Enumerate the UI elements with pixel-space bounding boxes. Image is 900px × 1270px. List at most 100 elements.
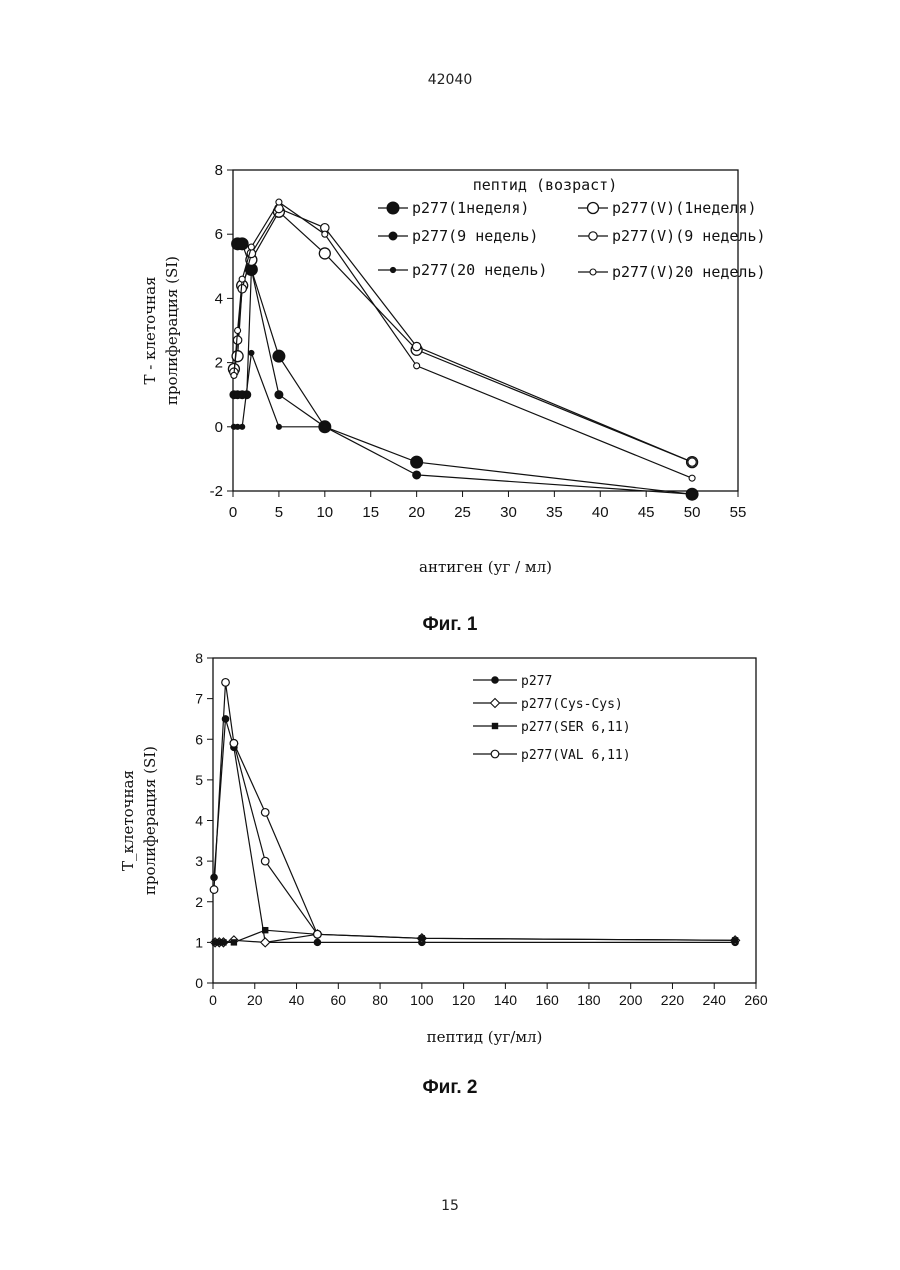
x-tick-label: 200 [619,992,643,1008]
figure-2-caption: Фиг. 2 [0,1077,900,1099]
chart-2: 0204060801001201401601802002202402600123… [0,640,900,1060]
x-tick-label: 50 [684,504,701,521]
data-point [240,424,245,429]
legend-label: p277(V)20 недель) [612,263,766,281]
data-point [230,740,238,748]
data-point [276,199,282,205]
data-point [222,679,230,687]
page-number: 15 [0,1198,900,1214]
x-axis-label: антиген (уг / мл) [419,558,552,576]
legend-marker [492,723,498,729]
data-point [414,363,420,369]
document-number: 42040 [0,72,900,88]
data-point [239,276,245,282]
y-tick-label: 4 [195,813,203,829]
x-tick-label: 40 [592,504,609,521]
data-point [232,351,243,362]
legend-marker [491,699,500,708]
y-tick-label: 7 [195,691,203,707]
legend-title: пептид (возраст) [473,176,618,194]
legend-label: p277(V)(9 недель) [612,227,766,245]
data-point [314,930,322,938]
data-point [275,391,283,399]
data-point [261,857,269,865]
series-line [215,930,735,942]
legend-marker [390,267,395,272]
y-tick-label: 4 [215,290,223,307]
data-point [314,939,321,946]
series-p277-group [211,716,739,946]
x-tick-label: 20 [408,504,425,521]
y-tick-label: 5 [195,772,203,788]
y-tick-label: 2 [215,355,223,372]
x-tick-label: 220 [661,992,685,1008]
data-point [732,937,738,943]
data-point [210,886,218,894]
x-tick-label: 240 [703,992,727,1008]
data-point [220,939,226,945]
legend-label: p277(V)(1неделя) [612,199,757,217]
data-point [688,490,696,498]
y-tick-label: 3 [195,853,203,869]
x-tick-label: 35 [546,504,563,521]
series-p277-9--group [230,266,696,499]
x-tick-label: 45 [638,504,655,521]
x-tick-label: 0 [229,504,237,521]
legend-marker [588,203,599,214]
y-axis-label-line: пролиферация (SI) [163,256,181,405]
x-tick-label: 120 [452,992,476,1008]
legend-marker [389,232,397,240]
legend-label: p277(VAL 6,11) [521,748,631,763]
x-tick-label: 15 [362,504,379,521]
x-tick-label: 160 [535,992,559,1008]
y-axis-label-line: Т_клеточная [119,770,137,871]
data-point [231,939,237,945]
y-axis-label-line: пролиферация (SI) [141,746,159,895]
y-tick-label: 8 [195,650,203,666]
series-line [214,719,735,943]
y-tick-label: 8 [215,162,223,179]
y-tick-label: 1 [195,934,203,950]
data-point [235,328,241,334]
legend-marker [492,677,499,684]
x-tick-label: 100 [410,992,434,1008]
x-tick-label: 180 [577,992,601,1008]
x-tick-label: 140 [494,992,518,1008]
data-point [689,475,695,481]
y-tick-label: 0 [195,975,203,991]
legend-marker [589,232,597,240]
series-line [234,209,692,463]
data-point [276,424,281,429]
series-line [234,212,692,462]
data-point [322,424,327,429]
data-point [249,350,254,355]
data-point [231,372,237,378]
legend-label: p277(1неделя) [412,199,529,217]
plot-frame [233,170,738,491]
legend-label: p277(9 недель) [412,227,538,245]
data-point [688,458,696,466]
data-point [261,938,270,947]
y-tick-label: 0 [215,419,223,436]
legend-label: p277(SER 6,11) [521,720,631,735]
x-tick-label: 55 [730,504,747,521]
data-point [322,231,328,237]
data-point [411,456,423,468]
legend-marker [387,202,399,214]
series-line [234,270,692,495]
data-point [319,248,330,259]
data-point [273,350,285,362]
legend-label: p277 [521,674,552,689]
chart-1: 0510152025303540455055-202468антиген (уг… [0,150,900,570]
x-tick-label: 0 [209,992,217,1008]
data-point [419,935,425,941]
x-tick-label: 80 [372,992,388,1008]
figure-1-caption: Фиг. 1 [0,614,900,636]
series-extra-group [230,740,321,939]
x-tick-label: 30 [500,504,517,521]
legend-marker [491,750,499,758]
y-tick-label: 6 [195,731,203,747]
data-point [412,342,420,350]
x-axis-label: пептид (уг/мл) [427,1028,543,1046]
data-point [413,471,421,479]
